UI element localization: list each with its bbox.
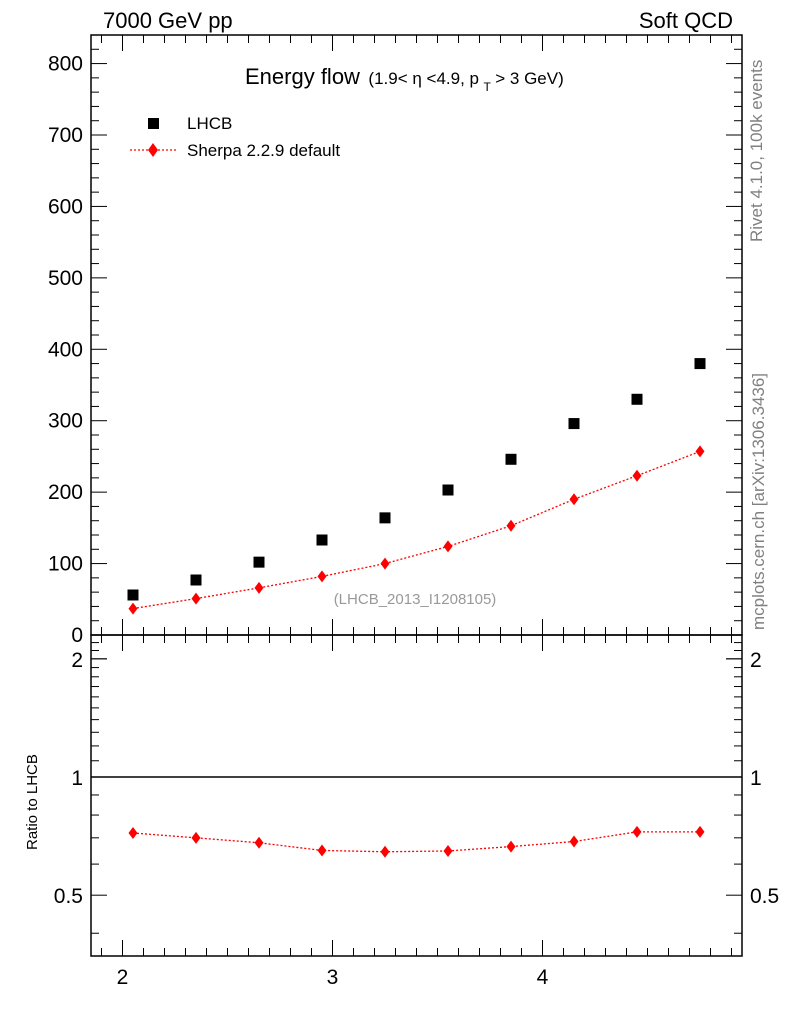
ratio-point <box>443 844 453 857</box>
ratio-panel-frame <box>90 634 743 957</box>
ratio-y-tick-label-right: 1 <box>750 767 762 790</box>
y-tick-label: 0 <box>71 624 83 647</box>
y-tick-label: 800 <box>48 53 83 76</box>
title-sub-c: > 3 GeV) <box>495 69 564 88</box>
ratio-line <box>132 831 700 853</box>
sherpa-line <box>132 450 701 610</box>
sherpa-point <box>128 602 138 615</box>
ratio-point <box>128 827 138 840</box>
y-tick-label: 200 <box>48 481 83 504</box>
x-tick-label: 2 <box>117 966 129 989</box>
main-y-tick-labels: 0 100 200 300 400 500 600 700 800 <box>48 53 83 647</box>
y-tick-label: 700 <box>48 124 83 147</box>
chart-title: Energy flow (1.9< η <4.9, p T > 3 GeV) <box>245 64 564 95</box>
lhcb-point <box>190 574 202 586</box>
lhcb-point <box>694 358 706 370</box>
sherpa-point <box>569 493 579 506</box>
y-tick-label: 600 <box>48 195 83 218</box>
sherpa-point <box>506 519 516 532</box>
legend-marker-sherpa <box>148 143 158 157</box>
ratio-ylabel: Ratio to LHCB <box>24 754 41 850</box>
ratio-point <box>191 831 201 844</box>
title-sub-a: (1.9< η <4.9, p <box>368 69 479 88</box>
ratio-point <box>695 825 705 838</box>
mcplots-label: mcplots.cern.ch [arXiv:1306.3436] <box>749 373 768 630</box>
legend-label-lhcb: LHCB <box>187 114 232 133</box>
x-tick-labels: 2 3 4 <box>117 966 549 989</box>
ratio-y-tick-label-right: 2 <box>750 649 762 672</box>
legend: LHCB Sherpa 2.2.9 default <box>130 114 340 160</box>
ratio-y-tick-label-left: 2 <box>71 649 83 672</box>
main-series <box>127 358 706 615</box>
lhcb-point <box>568 418 580 430</box>
lhcb-point <box>505 453 517 465</box>
sherpa-point <box>443 540 453 553</box>
y-tick-label: 500 <box>48 267 83 290</box>
lhcb-point <box>379 512 391 524</box>
sherpa-point <box>380 557 390 570</box>
lhcb-point <box>127 589 139 601</box>
sherpa-point <box>695 445 705 458</box>
sherpa-point <box>191 592 201 605</box>
ratio-y-tick-label-left: 1 <box>71 767 83 790</box>
y-tick-label: 100 <box>48 553 83 576</box>
sherpa-point <box>254 581 264 594</box>
ratio-y-tick-labels-right: 0.5 1 2 <box>750 649 779 908</box>
x-tick-label: 3 <box>327 966 339 989</box>
lhcb-point <box>316 534 328 546</box>
title-sub-b: T <box>483 80 491 94</box>
sherpa-point <box>317 570 327 583</box>
legend-label-sherpa: Sherpa 2.2.9 default <box>187 141 340 160</box>
y-tick-label: 400 <box>48 338 83 361</box>
rivet-label: Rivet 4.1.0, 100k events <box>747 60 766 242</box>
legend-marker-lhcb <box>148 118 159 129</box>
title-main: Energy flow <box>245 64 360 89</box>
ratio-point <box>254 836 264 849</box>
header-left: 7000 GeV pp <box>103 8 233 33</box>
ratio-point <box>317 844 327 857</box>
ratio-point <box>569 835 579 848</box>
ratio-point <box>506 840 516 853</box>
ratio-y-tick-labels-left: 0.5 1 2 <box>54 649 83 908</box>
ratio-axis-ticks <box>91 635 742 956</box>
ratio-point <box>632 825 642 838</box>
lhcb-point <box>631 393 643 405</box>
x-tick-label: 4 <box>537 966 549 989</box>
sherpa-point <box>632 469 642 482</box>
main-axis-ticks <box>91 35 742 636</box>
lhcb-point <box>253 556 265 568</box>
y-tick-label: 300 <box>48 410 83 433</box>
header-right: Soft QCD <box>639 8 733 33</box>
lhcb-point <box>442 484 454 496</box>
ratio-y-tick-label-left: 0.5 <box>54 885 83 908</box>
analysis-id: (LHCB_2013_I1208105) <box>334 591 497 608</box>
ratio-point <box>380 845 390 858</box>
ratio-y-tick-label-right: 0.5 <box>750 885 779 908</box>
ratio-series <box>128 825 705 858</box>
